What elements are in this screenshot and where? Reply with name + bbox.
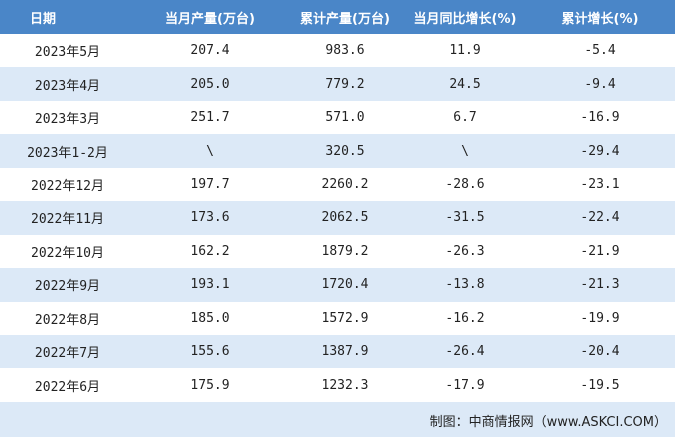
value-cell: -26.4 <box>405 334 525 369</box>
value-cell: -16.9 <box>580 110 620 126</box>
value-cell: 1387.9 <box>285 334 405 369</box>
date-cell: 2022年8月 <box>34 312 101 328</box>
value-cell: 1720.4 <box>285 268 405 302</box>
value-cell: 193.1 <box>135 268 285 302</box>
value-cell: 320.5 <box>285 134 405 168</box>
table-row: 2022年6月 175.9 1232.3 -17.9 -19.5 <box>0 368 675 401</box>
date-cell: 2022年10月 <box>31 245 104 261</box>
date-cell: 2022年6月 <box>34 379 101 395</box>
value-cell: -21.9 <box>580 243 620 259</box>
table-row: 2023年1-2月 \ 320.5 \ -29.4 <box>0 134 675 168</box>
table-row: 2022年7月 155.6 1387.9 -26.4 -20.4 <box>0 334 675 369</box>
date-cell: 2023年4月 <box>0 67 135 101</box>
value-cell: -31.5 <box>405 201 525 235</box>
value-cell: -16.2 <box>445 310 485 326</box>
value-cell: 185.0 <box>190 310 230 326</box>
date-cell: 2023年1-2月 <box>0 134 135 168</box>
table-row: 2022年8月 185.0 1572.9 -16.2 -19.9 <box>0 302 675 335</box>
value-cell: \ <box>405 134 525 168</box>
value-cell: \ <box>135 134 285 168</box>
table-row: 2023年4月 205.0 779.2 24.5 -9.4 <box>0 67 675 101</box>
value-cell: 162.2 <box>190 243 230 259</box>
source-note: 制图：中商情报网（www.ASKCI.COM） <box>429 415 667 430</box>
value-cell: 2260.2 <box>321 176 369 192</box>
value-cell: -28.6 <box>445 176 485 192</box>
value-cell: -19.5 <box>580 377 620 393</box>
value-cell: 983.6 <box>325 43 365 59</box>
value-cell: 779.2 <box>285 67 405 101</box>
value-cell: -13.8 <box>405 268 525 302</box>
header-cell: 累计增长(%) <box>525 0 675 34</box>
value-cell: -5.4 <box>584 43 616 59</box>
header-cell: 日期 <box>0 0 135 34</box>
date-cell: 2022年9月 <box>0 268 135 302</box>
value-cell: 207.4 <box>190 43 230 59</box>
value-cell: -22.4 <box>525 201 675 235</box>
header-cell: 当月同比增长(%) <box>405 0 525 34</box>
table-row: 2023年3月 251.7 571.0 6.7 -16.9 <box>0 101 675 134</box>
data-table: 日期 当月产量(万台) 累计产量(万台) 当月同比增长(%) 累计增长(%) 2023年… <box>0 0 675 401</box>
table-row: 2022年12月 197.7 2260.2 -28.6 -23.1 <box>0 168 675 201</box>
date-cell: 2022年12月 <box>31 178 104 194</box>
value-cell: 175.9 <box>190 377 230 393</box>
table-row: 2022年9月 193.1 1720.4 -13.8 -21.3 <box>0 268 675 302</box>
value-cell: -20.4 <box>525 334 675 369</box>
value-cell: 571.0 <box>325 110 365 126</box>
value-cell: -21.3 <box>525 268 675 302</box>
value-cell: 205.0 <box>135 67 285 101</box>
value-cell: 1232.3 <box>321 377 369 393</box>
value-cell: -23.1 <box>580 176 620 192</box>
value-cell: 251.7 <box>190 110 230 126</box>
value-cell: 6.7 <box>453 110 477 126</box>
value-cell: 197.7 <box>190 176 230 192</box>
header-cell: 当月产量(万台) <box>135 0 285 34</box>
value-cell: -29.4 <box>525 134 675 168</box>
value-cell: -9.4 <box>525 67 675 101</box>
value-cell: 1879.2 <box>321 243 369 259</box>
header-row: 日期 当月产量(万台) 累计产量(万台) 当月同比增长(%) 累计增长(%) <box>0 0 675 34</box>
date-cell: 2023年5月 <box>34 45 101 61</box>
footer: 制图：中商情报网（www.ASKCI.COM） <box>0 402 675 437</box>
value-cell: 24.5 <box>405 67 525 101</box>
value-cell: -26.3 <box>445 243 485 259</box>
date-cell: 2022年11月 <box>0 201 135 235</box>
value-cell: -17.9 <box>445 377 485 393</box>
table-row: 2022年11月 173.6 2062.5 -31.5 -22.4 <box>0 201 675 235</box>
value-cell: 1572.9 <box>321 310 369 326</box>
value-cell: -19.9 <box>580 310 620 326</box>
table-row: 2023年5月 207.4 983.6 11.9 -5.4 <box>0 34 675 67</box>
table-row: 2022年10月 162.2 1879.2 -26.3 -21.9 <box>0 235 675 268</box>
value-cell: 173.6 <box>135 201 285 235</box>
value-cell: 2062.5 <box>285 201 405 235</box>
value-cell: 155.6 <box>135 334 285 369</box>
value-cell: 11.9 <box>449 43 481 59</box>
header-cell: 累计产量(万台) <box>285 0 405 34</box>
date-cell: 2023年3月 <box>34 112 101 128</box>
date-cell: 2022年7月 <box>0 334 135 369</box>
